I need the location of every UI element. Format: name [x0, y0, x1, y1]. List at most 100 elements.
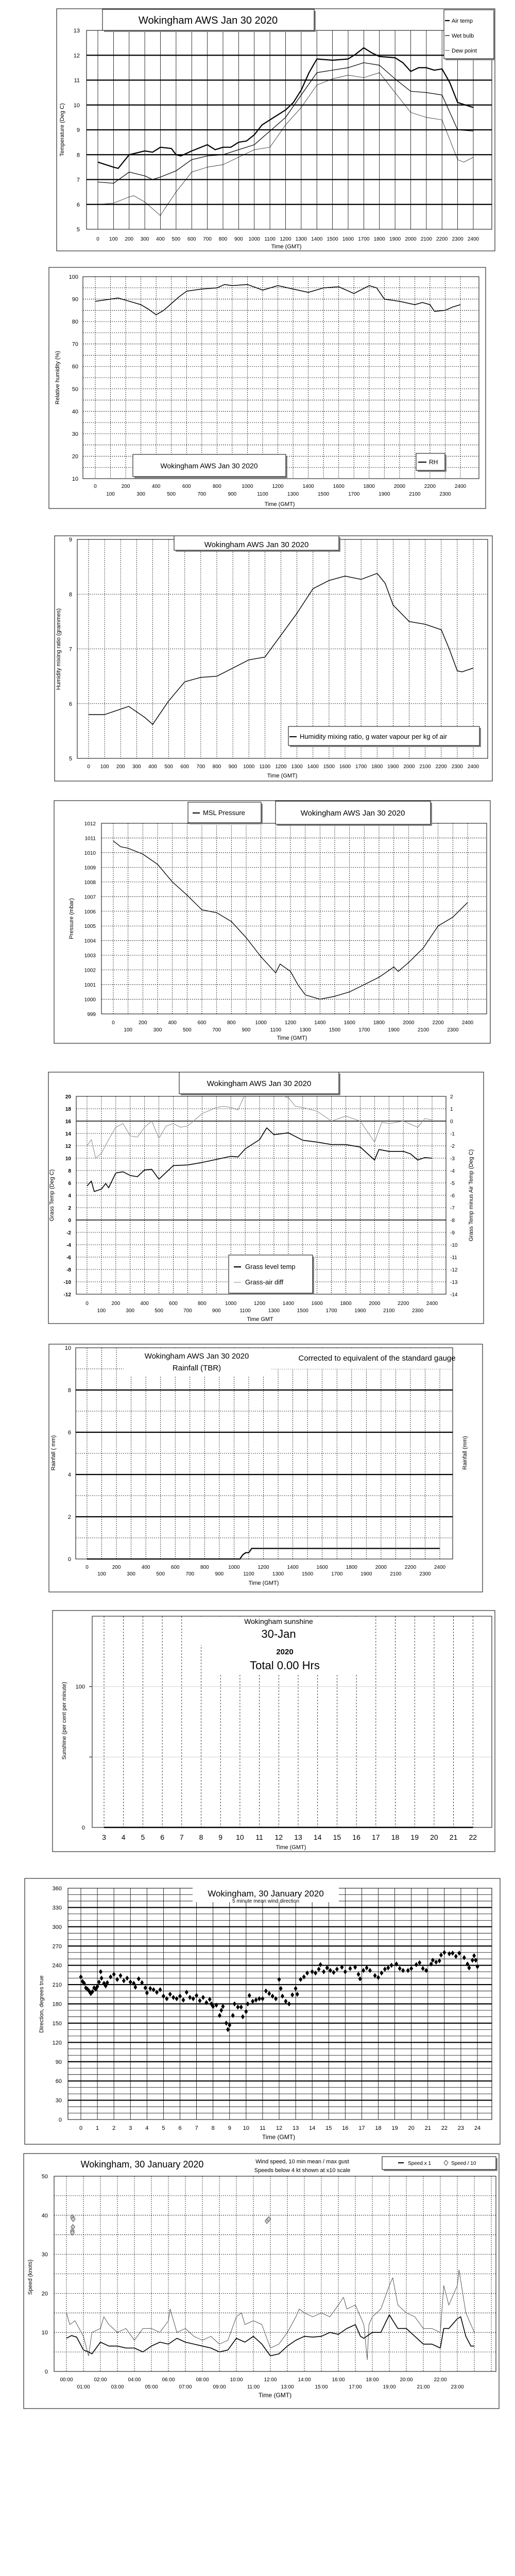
x-tick-label: 1000	[243, 764, 255, 770]
direction-point	[299, 1977, 303, 1982]
x-tick-label: 17	[372, 1833, 380, 1841]
direction-point	[335, 1967, 339, 1972]
x-tick-label: 01:00	[77, 2384, 90, 2390]
legend-diamond-icon	[443, 2160, 449, 2166]
legend-box	[187, 802, 262, 823]
x-tick-label: 1400	[302, 484, 314, 489]
x-tick-label: 2300	[447, 1027, 459, 1033]
direction-point	[239, 2004, 243, 2010]
direction-point	[318, 1962, 322, 1968]
x-tick-label: 21	[450, 1833, 458, 1841]
x-tick-label: 13:00	[281, 2384, 294, 2390]
series-line-gust	[66, 2269, 475, 2360]
y-right-tick-label: -14	[450, 1292, 458, 1298]
x-tick-label: 1000	[225, 1301, 237, 1307]
y-tick-label: 90	[72, 297, 78, 303]
y-axis-title: Speed (knots)	[27, 2260, 33, 2295]
x-tick-label: 7	[195, 2125, 198, 2131]
x-tick-label: 00:00	[60, 2377, 73, 2383]
direction-point	[332, 1970, 336, 1975]
chart-title: Wokingham AWS Jan 30 2020	[139, 15, 278, 26]
direction-point	[434, 1959, 438, 1965]
legend-label: MSL Pressure	[203, 809, 245, 817]
x-tick-label: 1700	[358, 236, 370, 242]
direction-point	[151, 1987, 156, 1993]
x-tick-label: 13	[293, 2125, 299, 2131]
direction-point	[462, 1955, 466, 1960]
direction-point	[322, 1969, 326, 1975]
series-line-grass-air-diff	[87, 1096, 433, 1159]
x-tick-label: 600	[198, 1020, 207, 1026]
direction-point	[314, 1970, 318, 1976]
x-tick-label: 2200	[433, 1020, 444, 1026]
x-tick-label: 1400	[287, 1565, 299, 1570]
chart-title: Wokingham AWS Jan 30 2020	[145, 1352, 249, 1361]
direction-point	[204, 2000, 209, 2006]
series-line-rainfall	[87, 1548, 440, 1560]
legend-label: Grass-air diff	[245, 1278, 284, 1286]
x-tick-label: 2000	[405, 236, 417, 242]
direction-point	[136, 1976, 141, 1981]
direction-point	[181, 1997, 185, 2003]
y-tick-label: 16	[65, 1119, 72, 1125]
y-axis-title: Temperature (Deg C)	[59, 103, 65, 156]
y-tick-label: 1012	[84, 821, 96, 827]
x-tick-label: 0	[112, 1020, 115, 1026]
x-tick-label: 2300	[452, 236, 464, 242]
direction-point	[284, 1998, 288, 2004]
direction-point	[226, 2027, 230, 2032]
x-tick-label: 1600	[312, 1301, 323, 1307]
y-tick-label: 0	[82, 1825, 85, 1831]
x-tick-label: 1500	[323, 764, 335, 770]
title-box	[102, 9, 315, 31]
x-tick-label: 2300	[439, 492, 451, 497]
title-area	[124, 1348, 271, 1376]
chart-date: 30-Jan	[261, 1628, 296, 1640]
x-axis-title: Time (GMT)	[265, 501, 295, 507]
x-tick-label: 0	[85, 1565, 89, 1570]
x-tick-label: 300	[136, 492, 145, 497]
x-tick-label: 17	[358, 2125, 365, 2131]
legend-label: Grass level temp	[245, 1263, 296, 1270]
x-tick-label: 10	[243, 2125, 249, 2131]
direction-point	[132, 1980, 136, 1986]
y-tick-label: -4	[66, 1243, 71, 1248]
x-tick-label: 1700	[358, 1027, 370, 1033]
y-tick-label: 18	[65, 1107, 72, 1112]
y-tick-label: 40	[72, 409, 78, 415]
x-tick-label: 1100	[239, 1308, 251, 1314]
direction-point	[214, 2002, 218, 2008]
x-tick-label: 500	[183, 1027, 192, 1033]
x-tick-label: 0	[85, 1301, 89, 1307]
note-area	[271, 1348, 452, 1369]
x-tick-label: 800	[200, 1565, 209, 1570]
x-tick-label: 2000	[369, 1301, 381, 1307]
x-tick-label: 15	[325, 2125, 332, 2131]
direction-point	[195, 1993, 199, 1998]
direction-point	[386, 1965, 390, 1971]
chart-title: Wokingham AWS Jan 30 2020	[160, 462, 258, 470]
x-tick-label: 11	[255, 1833, 263, 1841]
x-axis-title: Time (GMT)	[262, 2133, 295, 2141]
x-tick-label: 18	[375, 2125, 381, 2131]
x-tick-label: 1200	[285, 1020, 297, 1026]
x-tick-label: 600	[171, 1565, 180, 1570]
x-tick-label: 1500	[302, 1571, 314, 1577]
chart-year: 2020	[276, 1648, 293, 1656]
x-tick-label: 16	[352, 1833, 360, 1841]
direction-point	[466, 1961, 470, 1967]
y-tick-label: 8	[69, 591, 72, 598]
x-axis-title: Time (GMT)	[259, 2392, 291, 2399]
direction-point	[294, 1986, 298, 1991]
y-tick-label: 60	[72, 364, 78, 370]
y-axis-title: Relative humidity (%)	[55, 351, 61, 404]
direction-point	[406, 1968, 410, 1973]
x-tick-label: 600	[180, 764, 189, 770]
x-tick-label: 2300	[412, 1308, 424, 1314]
y-right-tick-label: -10	[450, 1243, 458, 1248]
series-line-grass-temp	[87, 1127, 433, 1192]
x-tick-label: 700	[203, 236, 212, 242]
x-tick-label: 500	[156, 1571, 165, 1577]
x-tick-label: 2100	[420, 764, 432, 770]
x-tick-label: 19	[391, 2125, 398, 2131]
